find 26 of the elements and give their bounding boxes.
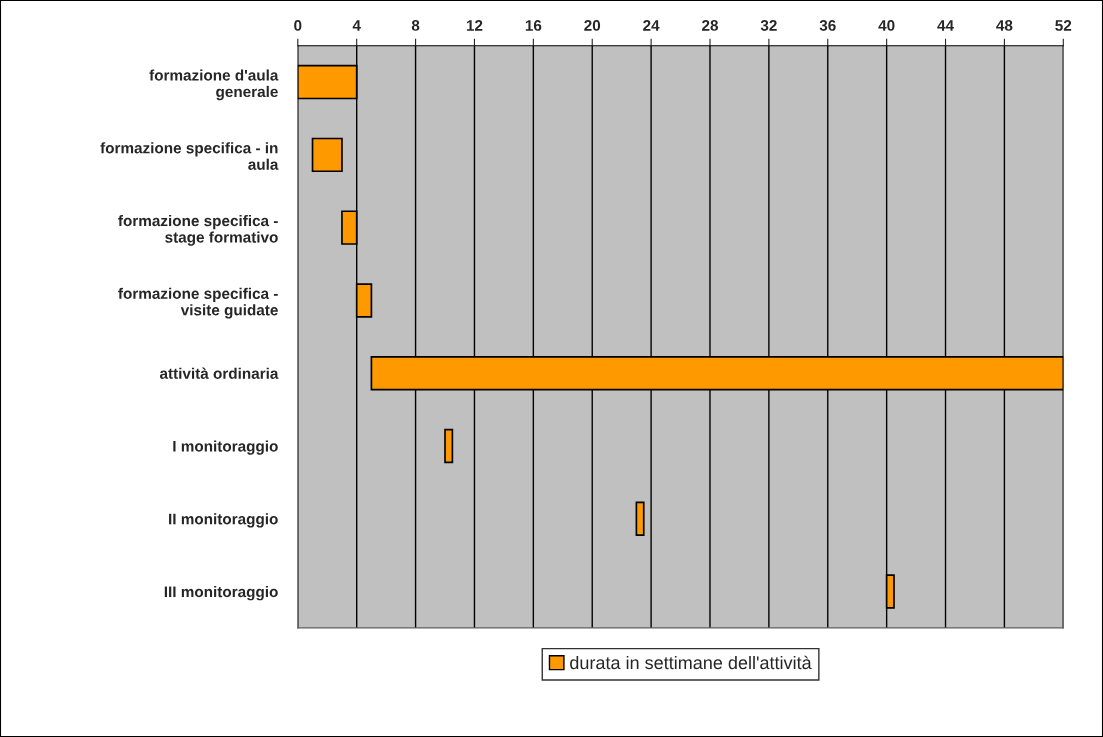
x-tick-label: 28 [702,20,719,31]
x-tick-label: 0 [294,20,302,31]
y-tick-label: II monitoraggio [169,513,278,528]
x-tick-label: 44 [937,20,954,31]
legend-label: durata in settimane dell'attività [570,655,812,670]
x-tick-label: 24 [643,20,660,31]
y-tick-label: attività ordinaria [159,367,279,379]
y-tick-label: I monitoraggio [173,440,278,455]
x-tick-label: 4 [352,20,361,31]
x-tick-label: 32 [760,20,777,31]
y-tick-label: III monitoraggio [164,586,278,601]
x-tick-label: 48 [996,20,1013,31]
y-tick-label: formazione specifica - stage formativo [118,214,278,246]
x-tick-label: 8 [411,20,420,31]
bar [635,501,645,536]
y-tick-label: formazione d'aula generale [149,69,279,101]
x-tick-label: 16 [525,20,542,31]
y-tick-label: formazione specifica - visite guidate [118,287,278,319]
x-tick-label: 20 [584,20,601,31]
x-tick-label: 40 [878,20,895,31]
y-tick-label: formazione specifica - in aula [100,142,279,170]
bar [311,137,343,173]
bar [444,428,454,464]
x-tick-label: 12 [466,20,483,31]
x-tick-label: 52 [1055,20,1072,31]
x-tick-label: 36 [819,20,836,31]
